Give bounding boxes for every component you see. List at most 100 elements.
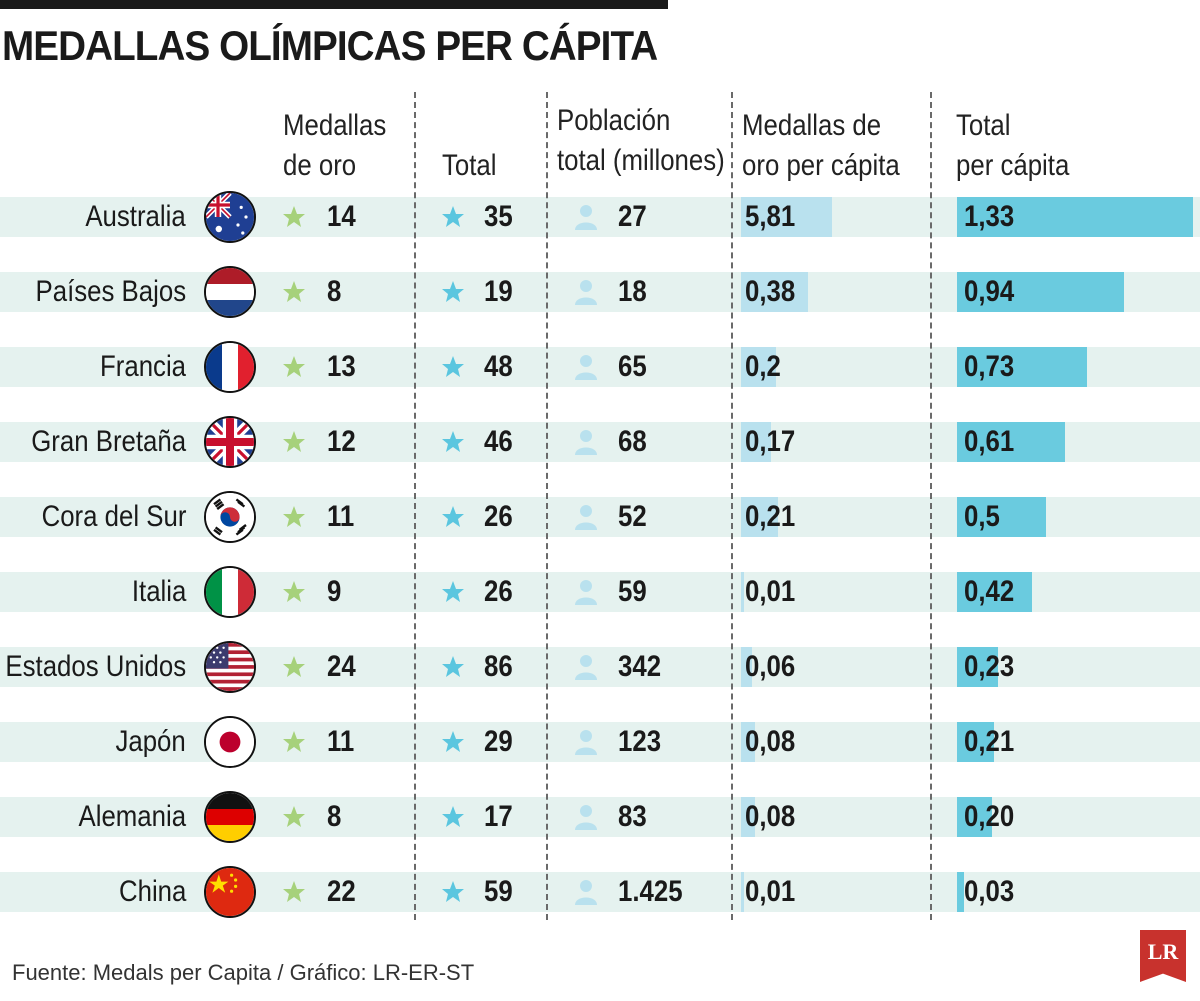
gold-medals-value: 11 [327, 725, 355, 758]
total-per-capita-bar [957, 647, 998, 687]
header-gold-pc-line1: Medallas de [742, 109, 882, 142]
gold-per-capita-value: 0,01 [745, 875, 796, 908]
gold-per-capita-bar [741, 647, 752, 687]
gold-star-icon [282, 430, 306, 459]
gold-star-icon [282, 205, 306, 234]
table-row [0, 872, 1200, 912]
population-value: 1.425 [618, 875, 683, 908]
table-row [0, 647, 1200, 687]
total-medals-value: 26 [484, 575, 513, 608]
country-name: Francia [99, 350, 186, 383]
person-icon [574, 879, 598, 910]
header-total: Total [442, 149, 497, 182]
header-total-per-capita: Total per cápita [956, 106, 1069, 186]
population-value: 68 [618, 425, 647, 458]
gold-per-capita-bar [741, 722, 755, 762]
source-note: Fuente: Medals per Capita / Gráfico: LR-… [12, 960, 475, 985]
italy-flag [204, 566, 256, 618]
top-rule [0, 0, 668, 9]
total-per-capita-value: 0,94 [964, 275, 1015, 308]
gold-star-icon [282, 355, 306, 384]
gold-per-capita-value: 0,08 [745, 800, 796, 833]
header-gold-line1: Medallas [283, 109, 387, 142]
country-name: Alemania [78, 800, 186, 833]
gold-star-icon [282, 655, 306, 684]
total-per-capita-bar [957, 422, 1065, 462]
person-icon [574, 654, 598, 685]
uk-flag [204, 416, 256, 468]
country-name: Cora del Sur [41, 500, 186, 533]
gold-per-capita-bar [741, 572, 744, 612]
gold-star-icon [282, 730, 306, 759]
population-value: 83 [618, 800, 647, 833]
gold-medals-value: 24 [327, 650, 356, 683]
total-star-icon [441, 880, 465, 909]
gold-per-capita-bar [741, 197, 832, 237]
gold-star-icon [282, 580, 306, 609]
header-total-pc-line2: per cápita [956, 149, 1070, 182]
column-divider [546, 92, 548, 920]
gold-per-capita-bar [741, 872, 744, 912]
population-value: 27 [618, 200, 647, 233]
population-value: 65 [618, 350, 647, 383]
gold-per-capita-bar [741, 422, 771, 462]
total-medals-value: 46 [484, 425, 513, 458]
gold-medals-value: 12 [327, 425, 356, 458]
total-per-capita-bar [957, 572, 1032, 612]
gold-medals-value: 9 [327, 575, 342, 608]
country-name: Japón [115, 725, 186, 758]
total-star-icon [441, 355, 465, 384]
china-flag [204, 866, 256, 918]
header-gold: Medallas de oro [283, 106, 386, 186]
germany-flag [204, 791, 256, 843]
total-per-capita-value: 0,21 [964, 725, 1015, 758]
table-row [0, 722, 1200, 762]
gold-per-capita-bar [741, 797, 755, 837]
gold-per-capita-bar [741, 347, 776, 387]
usa-flag [204, 641, 256, 693]
total-medals-value: 26 [484, 500, 513, 533]
total-per-capita-bar [957, 272, 1124, 312]
total-medals-value: 19 [484, 275, 513, 308]
gold-per-capita-value: 0,08 [745, 725, 796, 758]
person-icon [574, 579, 598, 610]
total-per-capita-bar [957, 197, 1193, 237]
total-medals-value: 86 [484, 650, 513, 683]
gold-star-icon [282, 280, 306, 309]
total-medals-value: 35 [484, 200, 513, 233]
gold-star-icon [282, 880, 306, 909]
total-per-capita-value: 0,61 [964, 425, 1015, 458]
gold-per-capita-value: 0,38 [745, 275, 796, 308]
gold-medals-value: 8 [327, 800, 342, 833]
chart-title: MEDALLAS OLÍMPICAS PER CÁPITA [2, 22, 658, 69]
total-per-capita-value: 0,5 [964, 500, 1000, 533]
country-name: Italia [131, 575, 186, 608]
total-star-icon [441, 805, 465, 834]
population-value: 123 [618, 725, 662, 758]
total-per-capita-value: 0,03 [964, 875, 1015, 908]
total-per-capita-bar [957, 347, 1087, 387]
population-value: 342 [618, 650, 662, 683]
total-per-capita-value: 0,42 [964, 575, 1015, 608]
total-medals-value: 29 [484, 725, 513, 758]
total-star-icon [441, 655, 465, 684]
japan-flag [204, 716, 256, 768]
country-name: Países Bajos [35, 275, 186, 308]
gold-medals-value: 14 [327, 200, 356, 233]
total-star-icon [441, 730, 465, 759]
france-flag [204, 341, 256, 393]
country-name: China [118, 875, 186, 908]
total-per-capita-value: 0,20 [964, 800, 1015, 833]
country-name: Estados Unidos [5, 650, 186, 683]
header-total-pc-line1: Total [956, 109, 1011, 142]
gold-per-capita-bar [741, 272, 808, 312]
header-population-line2: total (millones) [557, 144, 725, 177]
total-medals-value: 59 [484, 875, 513, 908]
person-icon [574, 279, 598, 310]
person-icon [574, 204, 598, 235]
total-star-icon [441, 580, 465, 609]
total-star-icon [441, 205, 465, 234]
gold-per-capita-value: 0,01 [745, 575, 796, 608]
total-star-icon [441, 280, 465, 309]
gold-per-capita-value: 0,06 [745, 650, 796, 683]
